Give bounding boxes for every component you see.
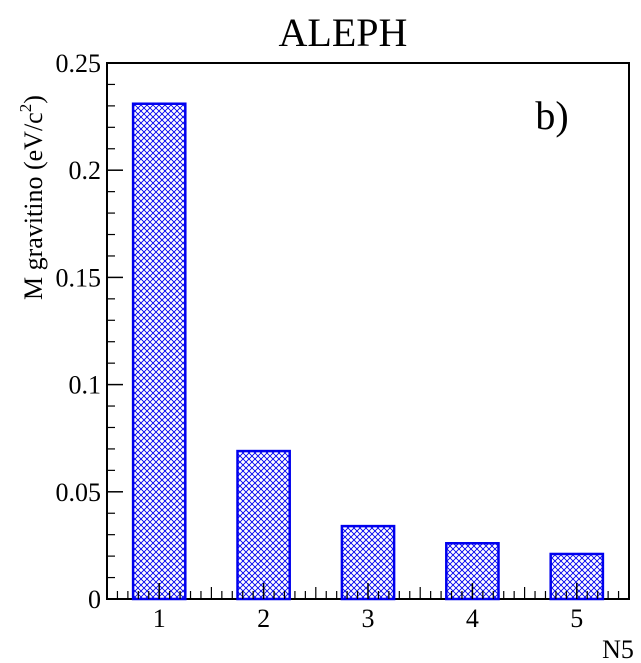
y-axis-label-sup: 2	[16, 104, 35, 113]
y-tick-label: 0	[88, 585, 101, 614]
y-axis-label: M gravitino (eV/c2)	[16, 95, 48, 300]
y-tick-label: 0.15	[56, 263, 102, 292]
bar-2	[236, 449, 291, 601]
y-tick-label: 0.1	[69, 371, 102, 400]
x-tick-label: 2	[257, 604, 270, 633]
x-axis: 1 2 3 4 5	[116, 583, 630, 633]
y-tick-label: 0.25	[56, 49, 102, 78]
chart-title: ALEPH	[279, 10, 408, 55]
x-tick-label: 1	[153, 604, 166, 633]
bars-group	[131, 102, 605, 601]
x-axis-label: N5	[602, 635, 634, 663]
y-tick-label: 0.05	[56, 478, 102, 507]
y-axis: 0 0.05 0.1 0.15 0.2 0.25	[56, 49, 123, 614]
y-axis-label-close: )	[19, 95, 48, 104]
x-tick-label: 4	[466, 604, 479, 633]
y-axis-label-main: M gravitino (eV/c	[19, 112, 48, 300]
x-tick-label: 3	[362, 604, 375, 633]
x-tick-label: 5	[570, 604, 583, 633]
y-tick-label: 0.2	[69, 156, 102, 185]
bar-1	[131, 102, 187, 601]
panel-label: b)	[535, 93, 568, 138]
